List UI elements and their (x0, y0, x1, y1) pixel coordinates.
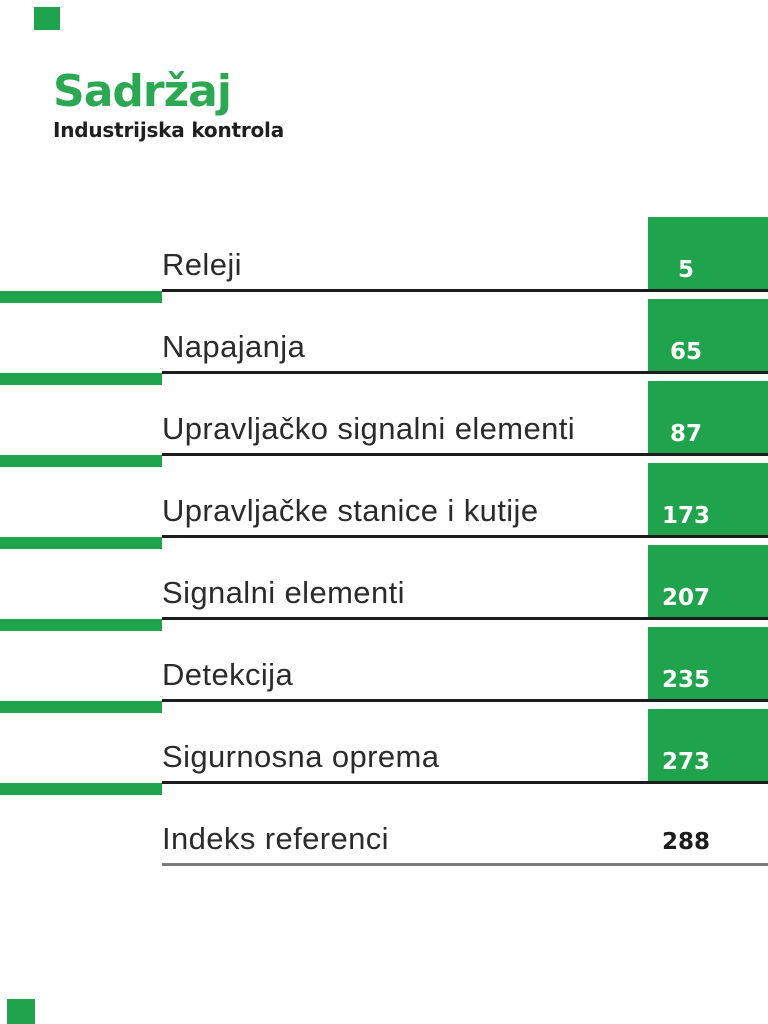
page-header: Sadržaj Industrijska kontrola (53, 66, 284, 143)
toc-entry[interactable]: Detekcija 235 (0, 627, 768, 713)
toc-rule (162, 453, 768, 456)
toc-page-box: 207 (648, 545, 768, 617)
toc-entry-label: Signalni elementi (162, 575, 405, 610)
toc-rule (162, 781, 768, 784)
toc-entry-label: Upravljačko signalni elementi (162, 411, 576, 446)
left-margin-bar (0, 373, 162, 385)
toc-entry[interactable]: Signalni elementi 207 (0, 545, 768, 631)
toc-rule (162, 617, 768, 620)
left-margin-bar (0, 701, 162, 713)
toc-page-box: 173 (648, 463, 768, 535)
toc-entry[interactable]: Napajanja 65 (0, 299, 768, 385)
toc-entry[interactable]: Releji 5 (0, 217, 768, 303)
left-margin-bar (0, 783, 162, 795)
toc-page-number: 207 (661, 585, 710, 611)
left-margin-bar (0, 619, 162, 631)
toc-page-number: 235 (661, 667, 710, 693)
toc-page-number: 5 (677, 257, 694, 283)
toc-page-box: 65 (648, 299, 768, 371)
toc-entry-label: Indeks referenci (162, 821, 389, 856)
toc-page-box: 87 (648, 381, 768, 453)
toc-page-box: 273 (648, 709, 768, 781)
toc-page-number: 87 (669, 421, 702, 447)
toc-rule (162, 289, 768, 292)
toc-entry-label: Napajanja (162, 329, 306, 364)
corner-mark-top (34, 7, 60, 30)
toc-page-number: 273 (661, 749, 710, 775)
left-margin-bar (0, 537, 162, 549)
toc-entry-label: Releji (162, 247, 242, 282)
left-margin-bar (0, 455, 162, 467)
toc-page-box: 5 (648, 217, 768, 289)
toc-entry[interactable]: Indeks referenci 288 (0, 791, 768, 866)
toc-page-number: 173 (661, 503, 710, 529)
toc-page-box: 235 (648, 627, 768, 699)
corner-mark-bottom (7, 999, 35, 1024)
toc-page-box: 288 (648, 791, 768, 863)
toc-entry-label: Sigurnosna oprema (162, 739, 440, 774)
toc-entry[interactable]: Upravljačko signalni elementi 87 (0, 381, 768, 467)
page-subtitle: Industrijska kontrola (53, 118, 284, 142)
page-title: Sadržaj (53, 66, 232, 117)
toc-rule (162, 699, 768, 702)
toc-rule (162, 535, 768, 538)
toc-rule (162, 863, 768, 866)
toc-rule (162, 371, 768, 374)
toc-page-number: 65 (669, 339, 702, 365)
toc-entry[interactable]: Upravljačke stanice i kutije 173 (0, 463, 768, 549)
toc-page-number: 288 (661, 829, 710, 855)
toc-entry-label: Detekcija (162, 657, 294, 692)
left-margin-bar (0, 291, 162, 303)
toc-entry[interactable]: Sigurnosna oprema 273 (0, 709, 768, 795)
toc-entry-label: Upravljačke stanice i kutije (162, 493, 539, 528)
